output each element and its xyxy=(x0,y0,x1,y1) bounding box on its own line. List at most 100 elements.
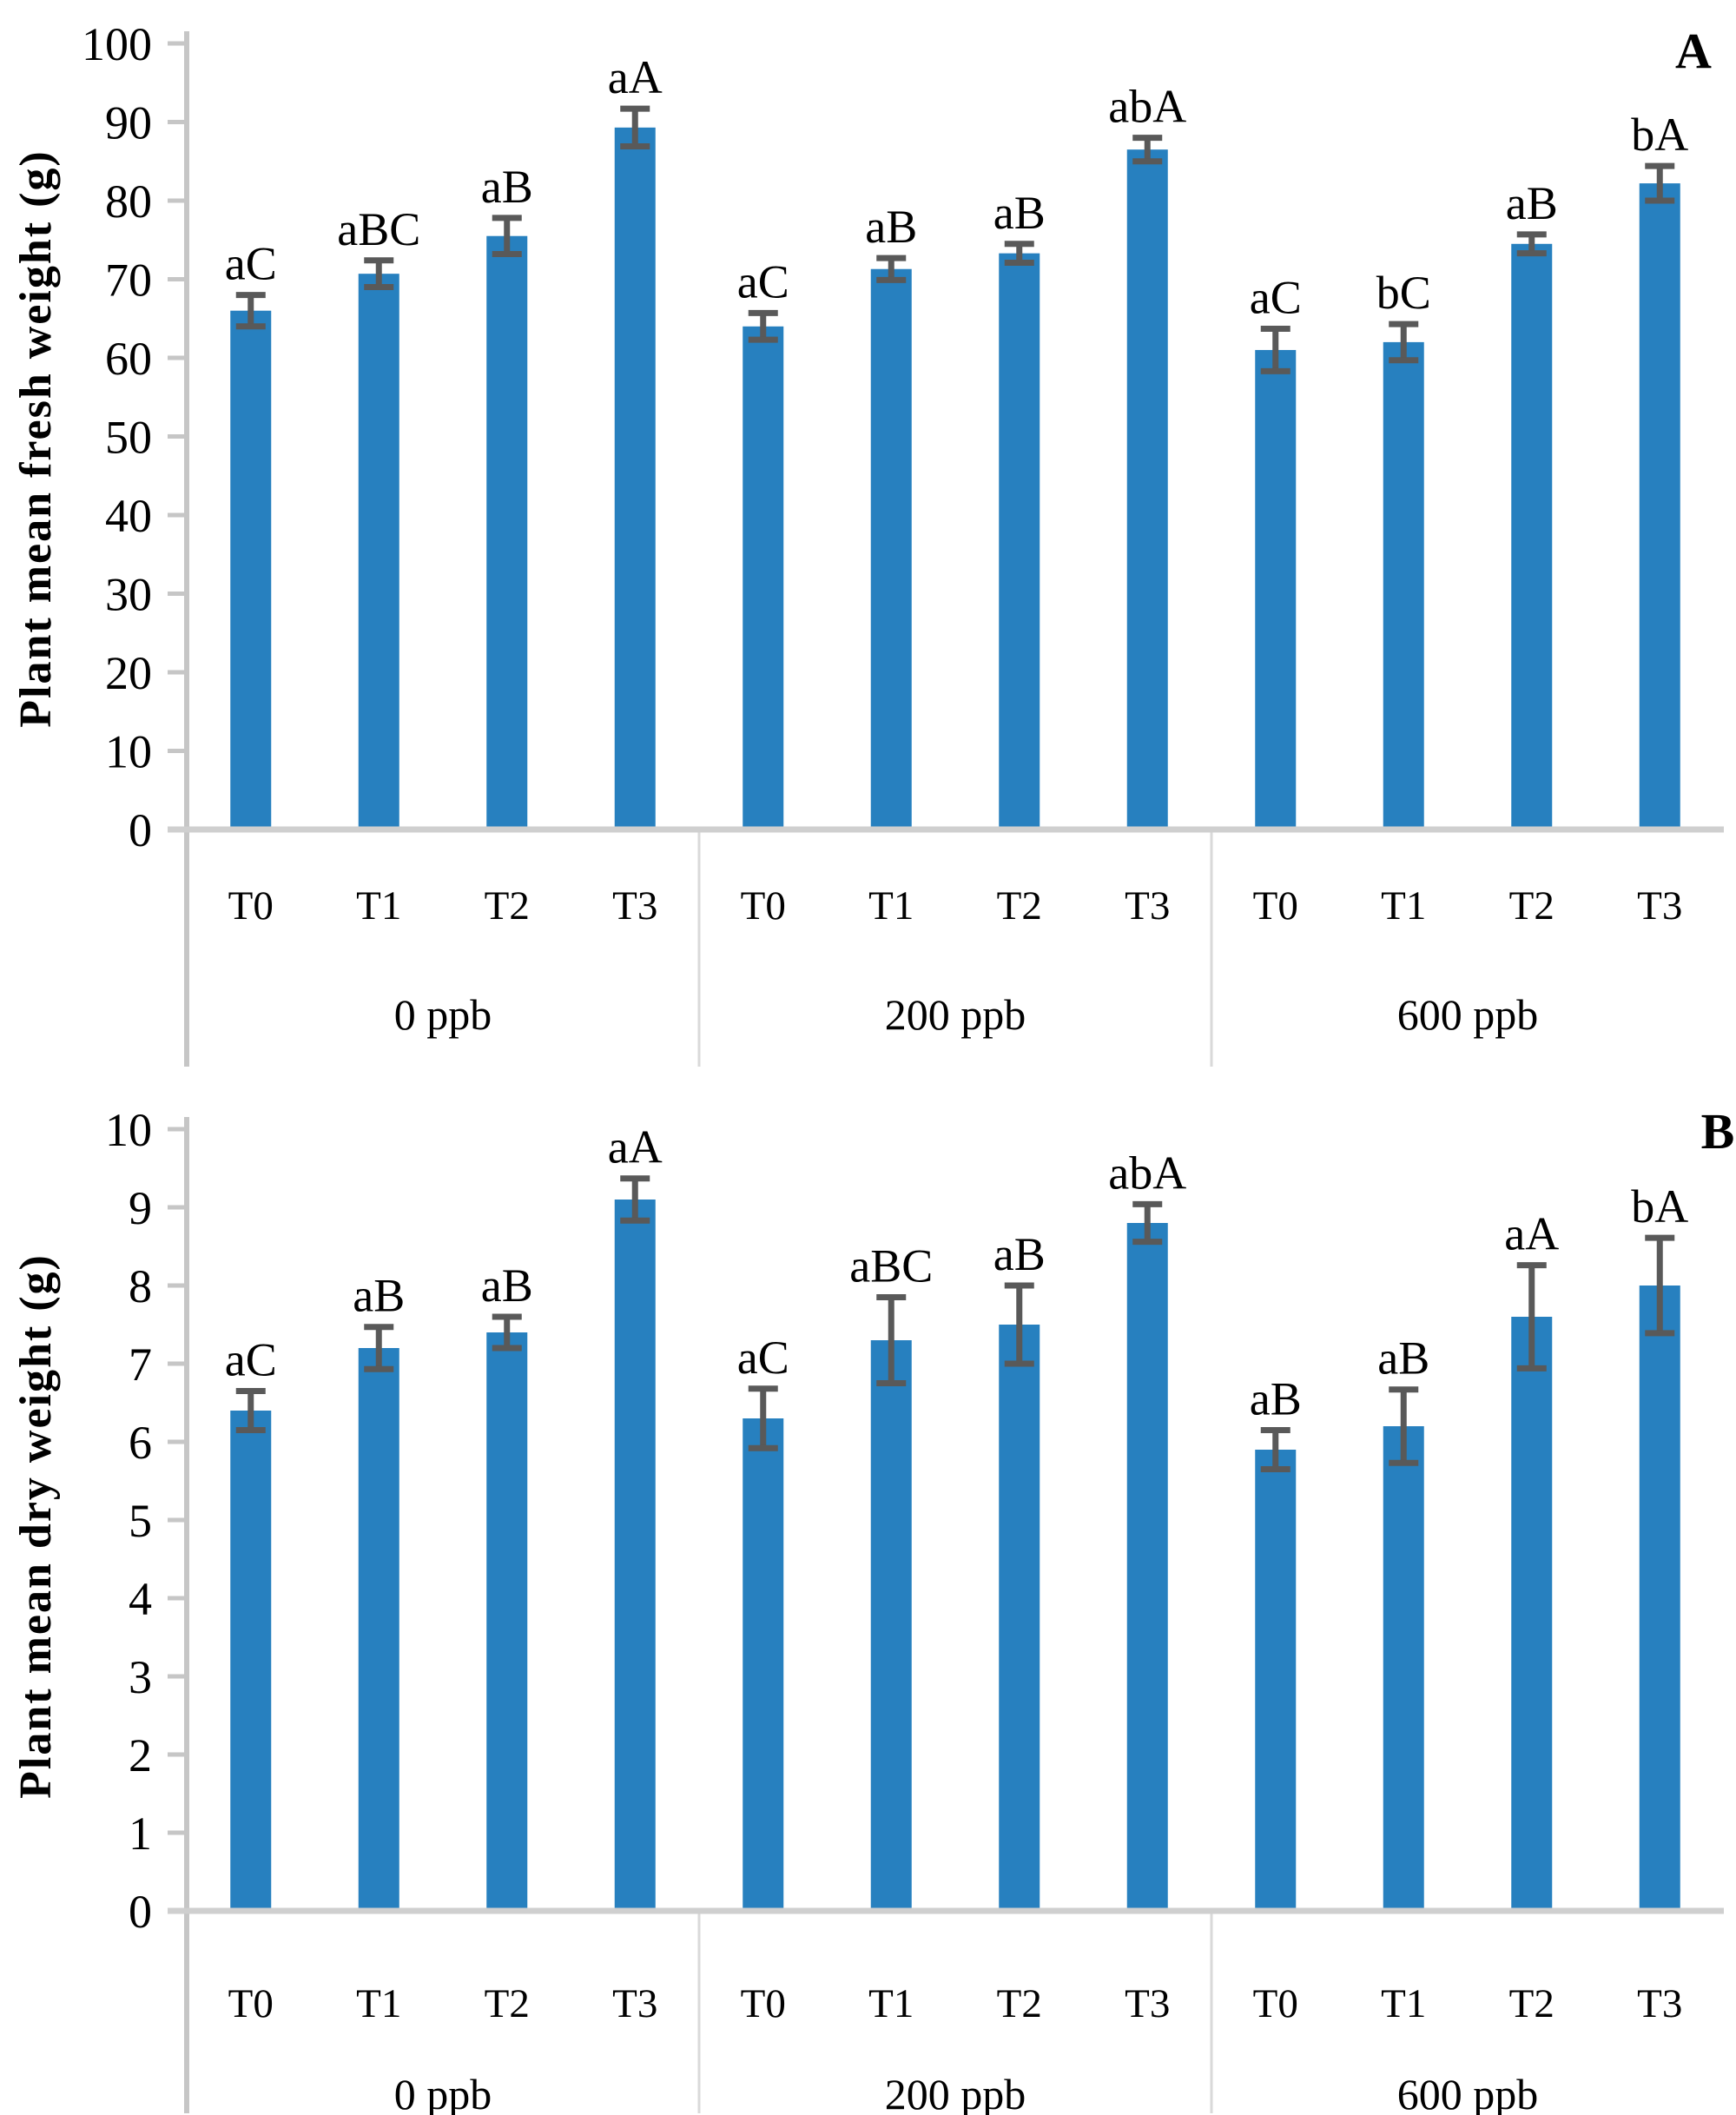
panel-letter-B: B xyxy=(1701,1103,1735,1160)
significance-label: aC xyxy=(225,1334,277,1386)
significance-label: aC xyxy=(1250,272,1302,324)
y-axis-tick-label: 2 xyxy=(129,1729,152,1781)
x-group-label: 600 ppb xyxy=(1397,990,1539,1039)
x-category-label: T1 xyxy=(356,883,401,929)
bar-B-0ppb-T0 xyxy=(230,1411,272,1911)
bar-B-600ppb-T3 xyxy=(1639,1286,1680,1911)
y-axis-tick-label: 50 xyxy=(105,412,152,464)
x-group-label: 0 ppb xyxy=(394,2070,492,2115)
y-axis-tick-label: 10 xyxy=(105,1104,152,1156)
x-category-label: T2 xyxy=(997,883,1042,929)
x-group-label: 200 ppb xyxy=(885,990,1026,1039)
x-category-label: T2 xyxy=(485,1981,530,2026)
significance-label: aB xyxy=(993,187,1046,239)
bar-B-0ppb-T3 xyxy=(614,1200,656,1911)
x-category-label: T2 xyxy=(1509,883,1554,929)
y-axis-tick-label: 8 xyxy=(129,1260,152,1312)
y-axis-title: Plant mean dry weight (g) xyxy=(11,1253,61,1799)
x-group-label: 200 ppb xyxy=(885,2070,1026,2115)
x-category-label: T0 xyxy=(741,883,786,929)
x-category-label: T2 xyxy=(485,883,530,929)
bar-B-200ppb-T2 xyxy=(999,1325,1040,1911)
significance-label: aC xyxy=(737,255,789,307)
x-category-label: T0 xyxy=(741,1981,786,2026)
significance-label: abA xyxy=(1108,81,1186,133)
bar-A-600ppb-T2 xyxy=(1511,243,1553,829)
y-axis-tick-label: 70 xyxy=(105,254,152,307)
x-group-label: 600 ppb xyxy=(1397,2070,1539,2115)
significance-label: aBC xyxy=(849,1240,933,1292)
y-axis-title: Plant mean fresh weight (g) xyxy=(11,149,61,727)
significance-label: aC xyxy=(737,1332,789,1384)
bar-B-200ppb-T0 xyxy=(743,1418,784,1911)
y-axis-tick-label: 0 xyxy=(129,1886,152,1938)
panel-A: Plant mean fresh weight (g) 0 10 20 30 40 50 60… xyxy=(11,18,1724,1067)
significance-label: abA xyxy=(1108,1147,1186,1199)
significance-label: aB xyxy=(993,1228,1046,1280)
x-category-label: T3 xyxy=(612,1981,657,2026)
significance-label: aA xyxy=(1504,1208,1559,1260)
x-category-label: T1 xyxy=(356,1981,401,2026)
y-axis-tick-label: 5 xyxy=(129,1495,152,1547)
bar-B-600ppb-T1 xyxy=(1383,1426,1424,1911)
significance-label: aB xyxy=(1377,1332,1429,1385)
significance-label: aC xyxy=(225,238,277,290)
bar-A-200ppb-T3 xyxy=(1126,149,1168,830)
bar-A-0ppb-T2 xyxy=(486,235,528,830)
significance-label: aA xyxy=(608,1121,663,1173)
y-axis-tick-label: 80 xyxy=(105,175,152,228)
bar-B-200ppb-T3 xyxy=(1126,1223,1168,1911)
panel-B: Plant mean dry weight (g) 0 1 2 3 4 5 6 7 8 9 10 aC T… xyxy=(11,1103,1734,2115)
x-category-label: T0 xyxy=(228,883,274,929)
x-category-label: T0 xyxy=(1253,883,1298,929)
significance-label: bA xyxy=(1631,109,1688,161)
bar-A-600ppb-T0 xyxy=(1255,349,1297,829)
x-category-label: T3 xyxy=(612,883,657,929)
x-category-label: T2 xyxy=(997,1981,1042,2026)
bar-A-0ppb-T3 xyxy=(614,127,656,829)
y-axis-tick-label: 90 xyxy=(105,97,152,149)
y-axis-tick-label: 6 xyxy=(129,1417,152,1469)
x-category-label: T0 xyxy=(228,1981,274,2026)
bar-A-600ppb-T1 xyxy=(1383,341,1424,829)
bar-A-200ppb-T0 xyxy=(743,326,784,829)
x-category-label: T1 xyxy=(868,883,914,929)
x-category-label: T1 xyxy=(1381,1981,1426,2026)
significance-label: aBC xyxy=(337,203,420,255)
y-axis-tick-label: 20 xyxy=(105,647,152,699)
bar-A-200ppb-T1 xyxy=(870,268,912,829)
x-category-label: T3 xyxy=(1125,1981,1170,2026)
bar-A-0ppb-T1 xyxy=(358,274,399,829)
panel-letter-A: A xyxy=(1675,23,1712,79)
y-axis-tick-label: 0 xyxy=(129,804,152,856)
significance-label: bC xyxy=(1376,267,1431,319)
y-axis-tick-label: 4 xyxy=(129,1573,152,1625)
y-axis-tick-label: 30 xyxy=(105,569,152,621)
x-category-label: T1 xyxy=(1381,883,1426,929)
x-category-label: T0 xyxy=(1253,1981,1298,2026)
x-category-label: T3 xyxy=(1125,883,1170,929)
significance-label: aB xyxy=(1250,1373,1302,1425)
significance-label: aB xyxy=(865,201,917,253)
y-axis-tick-label: 7 xyxy=(129,1338,152,1391)
significance-label: aB xyxy=(1506,177,1558,229)
bar-B-600ppb-T2 xyxy=(1511,1317,1553,1911)
y-axis-tick-label: 1 xyxy=(129,1808,152,1860)
y-axis-tick-label: 40 xyxy=(105,490,152,542)
significance-label: aA xyxy=(608,51,663,103)
y-axis-tick-label: 100 xyxy=(82,18,152,70)
y-axis-tick-label: 10 xyxy=(105,726,152,778)
bar-B-0ppb-T1 xyxy=(358,1348,399,1911)
significance-label: aB xyxy=(353,1270,405,1322)
x-category-label: T3 xyxy=(1637,883,1682,929)
y-axis-tick-label: 3 xyxy=(129,1651,152,1703)
bar-B-600ppb-T0 xyxy=(1255,1450,1297,1911)
x-category-label: T1 xyxy=(868,1981,914,2026)
y-axis-tick-label: 60 xyxy=(105,333,152,385)
x-group-label: 0 ppb xyxy=(394,990,492,1039)
bar-A-0ppb-T0 xyxy=(230,310,272,829)
bar-A-600ppb-T3 xyxy=(1639,183,1680,830)
y-axis-tick-label: 9 xyxy=(129,1182,152,1234)
